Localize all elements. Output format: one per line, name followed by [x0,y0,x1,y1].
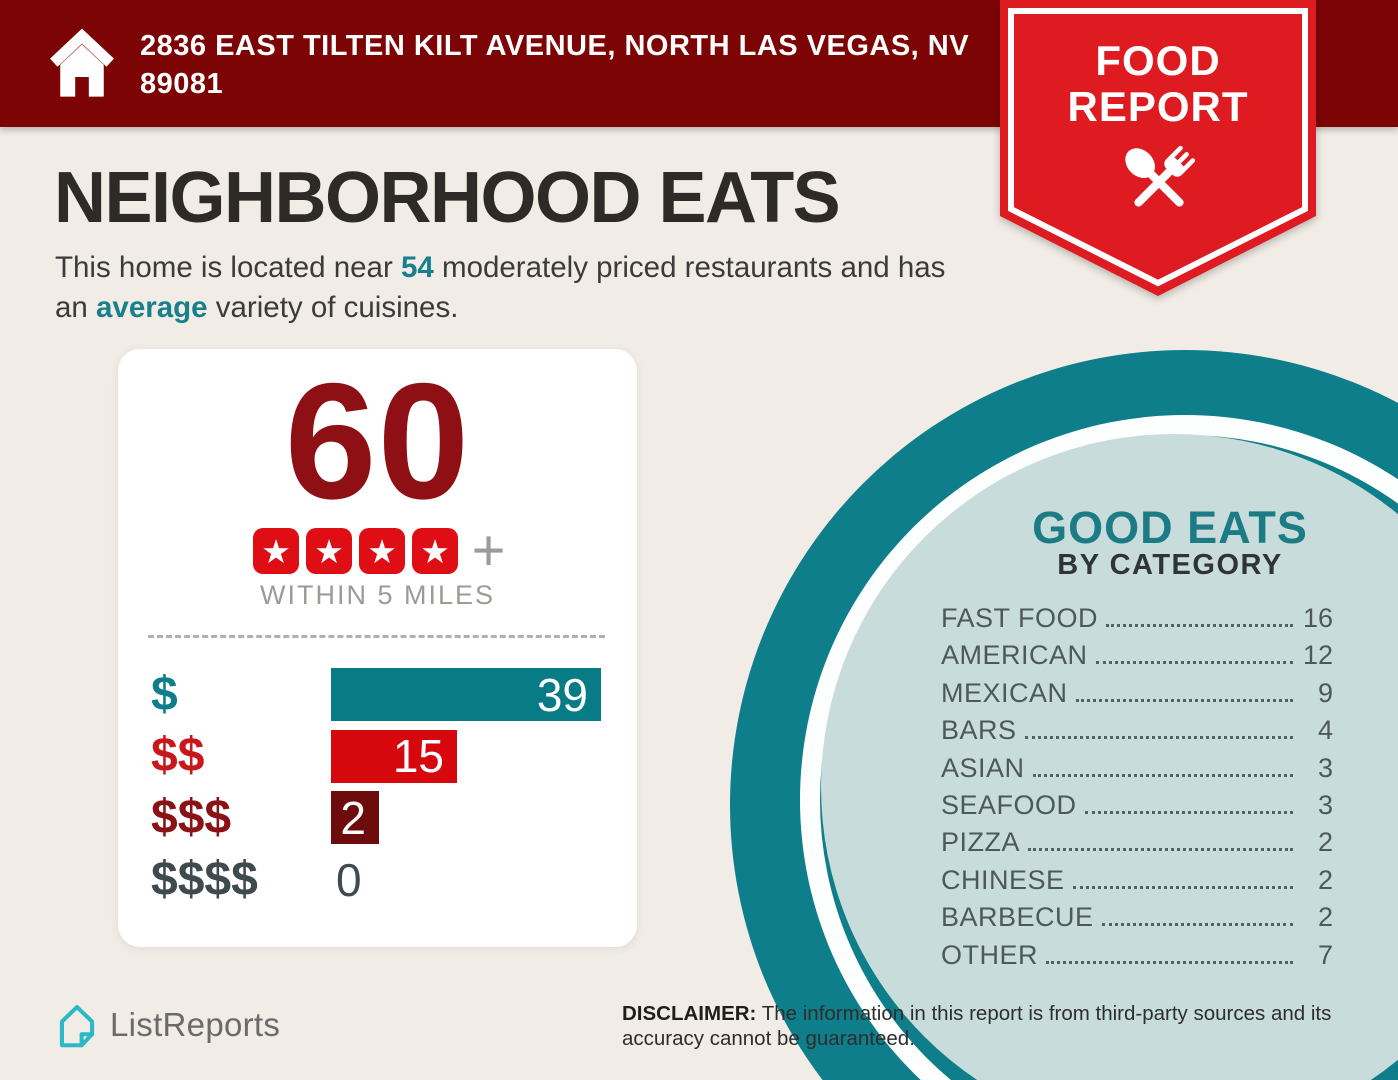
category-row: OTHER 7 [941,940,1333,977]
category-count: 3 [1317,752,1333,783]
star-icons: ★ ★ ★ ★ [250,528,462,574]
category-label: BARS [941,715,1017,746]
good-eats-subtitle: BY CATEGORY [1057,549,1283,581]
radius-caption: WITHIN 5 MILES [259,580,496,610]
price-tier-row: $$ 15 [118,729,637,783]
dashed-divider [148,635,605,638]
dotted-leader [1084,810,1293,814]
category-count: 2 [1317,864,1333,895]
category-count: 2 [1317,827,1333,858]
restaurant-count: 54 [400,251,434,284]
price-tier-value: 15 [392,730,444,783]
good-eats-title: GOOD EATS [1032,502,1308,553]
disclaimer-text: The information in this report is from t… [622,1002,1332,1050]
dotted-leader [1072,885,1293,889]
category-row: CHINESE 2 [941,865,1333,902]
ribbon-title-line1: FOOD [1095,37,1221,84]
category-row: SEAFOOD 3 [941,790,1333,827]
variety-highlight: average [96,291,208,324]
category-label: ASIAN [941,752,1025,783]
plus-sign: + [471,518,506,583]
dotted-leader [1032,773,1293,777]
price-tier-row: $$$$ 0 [118,853,637,906]
listreports-wordmark: ListReports [110,1006,281,1043]
property-address: 2836 EAST TILTEN KILT AVENUE, NORTH LAS … [140,30,970,100]
ribbon-shape [1000,0,1316,296]
category-row: MEXICAN 9 [941,678,1333,715]
category-count: 4 [1317,715,1333,746]
dotted-leader [1024,736,1293,740]
price-tier-value: 2 [340,791,366,844]
category-row: ASIAN 3 [941,753,1333,790]
star-icon: ★ [306,528,353,574]
price-tier-label: $$$$ [151,852,258,906]
category-label: AMERICAN [941,640,1088,671]
category-label: CHINESE [941,864,1065,895]
price-tier-bar: 15 [331,729,457,783]
category-count: 7 [1317,939,1333,970]
ribbon-title-line2: REPORT [1067,83,1249,130]
dotted-leader [1095,661,1293,665]
category-label: OTHER [941,939,1038,970]
spoon-fork-icon [1125,145,1196,207]
dotted-leader [1075,698,1293,702]
price-tier-label: $ [151,667,178,721]
category-row: BARBECUE 2 [941,902,1333,939]
category-label: BARBECUE [941,902,1094,933]
listreports-logo: ListReports [55,1000,280,1050]
category-row: BARS 4 [941,715,1333,752]
home-icon [50,28,114,97]
category-label: PIZZA [941,827,1021,858]
disclaimer-label: DISCLAIMER: [622,1002,757,1025]
category-row: FAST FOOD 16 [941,603,1333,640]
price-tier-value: 0 [336,853,362,906]
score-card: 60 ★ ★ ★ ★ + WITHIN 5 MILES $39 $$ 15 $$$ 2 $$$$… [118,349,637,947]
price-tier-row: $$$ 2 [118,790,637,845]
dotted-leader [1028,848,1293,852]
category-row: PIZZA 2 [941,827,1333,864]
dotted-leader [1046,960,1293,964]
price-tier-row: $39 [118,668,637,721]
restaurant-score: 60 [284,349,471,533]
category-count: 16 [1302,603,1333,633]
disclaimer: DISCLAIMER: The information in this repo… [622,1001,1362,1051]
intro-paragraph: This home is located near 54 moderately … [55,248,985,328]
dotted-leader [1106,624,1293,627]
category-count: 3 [1317,789,1333,820]
price-tier-label: $$ [151,729,205,783]
intro-text: variety of cuisines. [207,291,459,324]
category-label: FAST FOOD [941,603,1099,633]
category-count: 2 [1317,902,1333,933]
category-count: 12 [1302,640,1333,671]
star-icon: ★ [412,528,459,574]
price-tier-bar: 39 [331,668,601,721]
intro-text: This home is located near [55,251,401,284]
price-tier-label: $$$ [151,790,232,844]
star-icon: ★ [359,528,406,574]
category-label: MEXICAN [941,677,1068,708]
star-rating: ★ ★ ★ ★ + [118,518,637,583]
listreports-icon [59,1005,95,1048]
category-row: AMERICAN 12 [941,640,1333,677]
category-list: FAST FOOD 16 AMERICAN 12 MEXICAN 9 BARS 4 ASIAN 3… [941,603,1333,977]
category-count: 9 [1317,677,1333,708]
price-tier-bar: 2 [331,791,379,845]
food-report-ribbon: FOOD REPORT [1000,0,1316,300]
price-tier-value: 39 [536,668,588,721]
star-icon: ★ [253,528,300,574]
page-title: NEIGHBORHOOD EATS [54,158,841,238]
intro-text: moderately priced restaurants and has an [55,251,946,324]
dotted-leader [1101,923,1293,927]
price-tier-bar-chart: $39 $$ 15 $$$ 2 $$$$ 0 [118,349,637,947]
category-label: SEAFOOD [941,789,1077,820]
